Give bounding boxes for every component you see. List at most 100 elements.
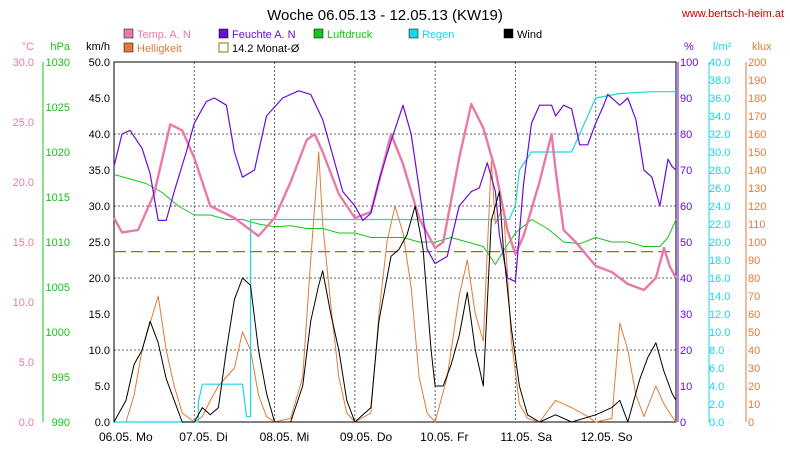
wind-tick-label: 35.0 [89, 165, 110, 177]
hum-tick-label: 50 [680, 237, 692, 249]
bright-tick-label: 40 [748, 345, 760, 357]
rain-tick-label: 32.0 [709, 129, 730, 141]
wind-tick-label: 45.0 [89, 93, 110, 105]
press-tick-label: 1010 [46, 237, 70, 249]
hum-tick-label: 90 [680, 93, 692, 105]
hum-tick-label: 20 [680, 345, 692, 357]
legend-swatch [218, 28, 229, 39]
wind-unit-label: km/h [86, 41, 110, 53]
hum-tick-label: 0 [680, 417, 686, 429]
hum-tick-label: 30 [680, 309, 692, 321]
rain-tick-label: 18.0 [709, 255, 730, 267]
x-weekday-label: Mo [136, 430, 153, 444]
press-unit-label: hPa [50, 41, 70, 53]
legend-swatch [218, 42, 229, 53]
bright-tick-label: 30 [748, 363, 760, 375]
temp-tick-label: 25.0 [13, 117, 34, 129]
press-tick-label: 1005 [46, 282, 70, 294]
press-tick-label: 990 [52, 417, 70, 429]
temp-tick-label: 5.0 [19, 357, 34, 369]
rain-tick-label: 36.0 [709, 93, 730, 105]
rain-tick-label: 12.0 [709, 309, 730, 321]
bright-unit-label: klux [752, 41, 772, 53]
rain-tick-label: 10.0 [709, 327, 730, 339]
bright-tick-label: 160 [748, 129, 766, 141]
x-weekday-label: Fr [457, 430, 468, 444]
site-link[interactable]: www.bertsch-heim.at [681, 8, 784, 20]
rain-tick-label: 16.0 [709, 273, 730, 285]
wind-tick-label: 15.0 [89, 309, 110, 321]
series-feuchte-a-n [113, 90, 677, 283]
rain-tick-label: 28.0 [709, 165, 730, 177]
x-weekday-label: Do [377, 430, 393, 444]
bright-tick-label: 170 [748, 111, 766, 123]
legend-label: Regen [422, 29, 454, 41]
hum-tick-label: 70 [680, 165, 692, 177]
chart-title: Woche 06.05.13 - 12.05.13 (KW19) [267, 7, 503, 24]
rain-tick-label: 8.0 [709, 345, 724, 357]
wind-tick-label: 0.0 [95, 417, 110, 429]
series-helligkeit [114, 151, 677, 423]
x-date-label: 08.05. [260, 430, 293, 444]
bright-tick-label: 20 [748, 381, 760, 393]
press-tick-label: 1000 [46, 327, 70, 339]
series-temp-a-n [112, 102, 678, 292]
bright-tick-label: 90 [748, 255, 760, 267]
wind-tick-label: 10.0 [89, 345, 110, 357]
temp-tick-label: 0.0 [19, 417, 34, 429]
rain-tick-label: 30.0 [709, 147, 730, 159]
hum-unit-label: % [684, 41, 694, 53]
wind-tick-label: 5.0 [95, 381, 110, 393]
rain-tick-label: 38.0 [709, 75, 730, 87]
legend-swatch [123, 28, 134, 39]
temp-unit-label: °C [22, 41, 34, 53]
bright-tick-label: 70 [748, 291, 760, 303]
press-tick-label: 1015 [46, 192, 70, 204]
x-weekday-label: Sa [537, 430, 552, 444]
plot-frame [113, 61, 677, 423]
x-date-label: 12.05. [581, 430, 614, 444]
press-tick-label: 1030 [46, 57, 70, 69]
bright-tick-label: 180 [748, 93, 766, 105]
bright-tick-label: 140 [748, 165, 766, 177]
x-date-label: 07.05. [179, 430, 212, 444]
legend-label: 14.2 Monat-Ø [232, 43, 300, 55]
wind-tick-label: 50.0 [89, 57, 110, 69]
legend-label: Temp. A. N [137, 29, 191, 41]
bright-tick-label: 50 [748, 327, 760, 339]
rain-tick-label: 20.0 [709, 237, 730, 249]
bright-tick-label: 190 [748, 75, 766, 87]
series-regen [114, 91, 676, 423]
series-group [112, 90, 678, 423]
hum-tick-label: 40 [680, 273, 692, 285]
rain-tick-label: 6.0 [709, 363, 724, 375]
x-date-label: 06.05. [99, 430, 132, 444]
axis-ticks: 0.05.010.015.020.025.030.099099510001005… [13, 57, 767, 429]
rain-tick-label: 34.0 [709, 111, 730, 123]
press-tick-label: 995 [52, 372, 70, 384]
hum-tick-label: 10 [680, 381, 692, 393]
rain-tick-label: 26.0 [709, 183, 730, 195]
x-date-label: 09.05. [340, 430, 373, 444]
bright-tick-label: 120 [748, 201, 766, 213]
series-luftdruck [113, 174, 677, 265]
bright-tick-label: 80 [748, 273, 760, 285]
wind-tick-label: 25.0 [89, 237, 110, 249]
legend-label: Wind [517, 29, 542, 41]
legend-label: Luftdruck [327, 29, 373, 41]
hum-tick-label: 60 [680, 201, 692, 213]
x-date-label: 11.05. [500, 430, 532, 444]
rain-unit-label: l/m² [713, 41, 732, 53]
bright-tick-label: 200 [748, 57, 766, 69]
legend-label: Helligkeit [137, 43, 182, 55]
series-wind [113, 191, 677, 423]
press-tick-label: 1025 [46, 102, 70, 114]
x-date-label: 10.05. [420, 430, 453, 444]
bright-tick-label: 10 [748, 399, 760, 411]
legend-swatch [503, 28, 514, 39]
x-axis-labels: 06.05. Mo 07.05. Di 08.05. Mi 09.05. Do 10.05. Fr… [99, 430, 633, 444]
wind-tick-label: 20.0 [89, 273, 110, 285]
legend-swatch [123, 42, 134, 53]
rain-tick-label: 2.0 [709, 399, 724, 411]
